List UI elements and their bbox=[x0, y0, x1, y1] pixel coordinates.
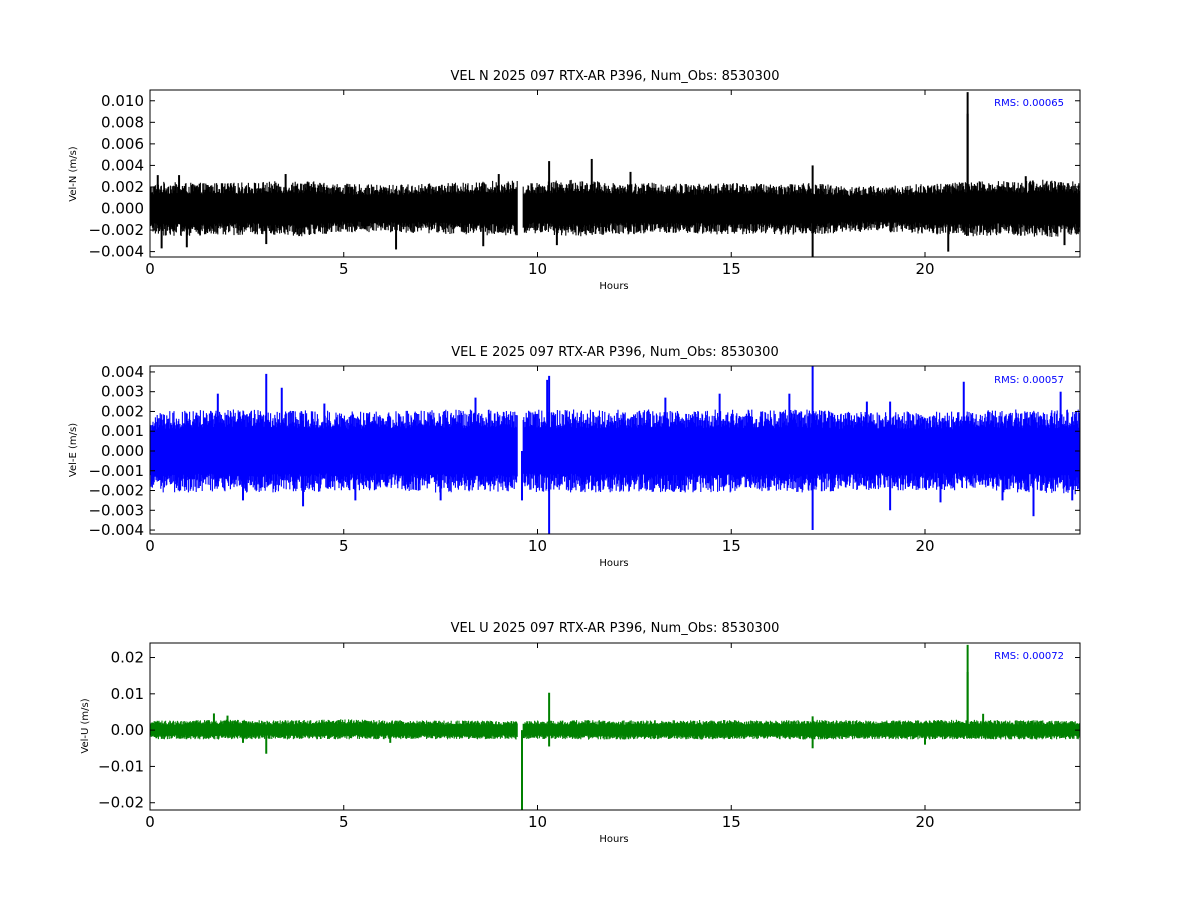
data-layer bbox=[150, 366, 1080, 534]
axes-frame bbox=[149, 89, 1081, 258]
x-tick-label: 5 bbox=[339, 537, 349, 555]
chart-title: VEL N 2025 097 RTX-AR P396, Num_Obs: 853… bbox=[451, 69, 780, 84]
y-tick-label: 0.01 bbox=[111, 685, 144, 703]
rms-annotation: RMS: 0.00065 bbox=[994, 98, 1064, 109]
y-tick-label: 0.006 bbox=[101, 135, 144, 153]
panel-vel-n: VEL N 2025 097 RTX-AR P396, Num_Obs: 853… bbox=[68, 69, 1081, 292]
x-axis-label: Hours bbox=[599, 834, 628, 845]
x-tick-label: 0 bbox=[145, 260, 155, 278]
y-tick-label: −0.01 bbox=[98, 757, 144, 775]
y-tick-label: 0.010 bbox=[101, 92, 144, 110]
y-tick-label: −0.004 bbox=[88, 243, 144, 261]
axes-frame bbox=[149, 365, 1081, 535]
data-layer bbox=[150, 644, 1080, 810]
y-tick-label: 0.003 bbox=[101, 383, 144, 401]
y-tick-label: 0.000 bbox=[101, 442, 144, 460]
y-tick-label: 0.004 bbox=[101, 156, 144, 174]
y-axis-label: Vel-U (m/s) bbox=[80, 698, 91, 753]
axes-frame bbox=[149, 642, 1081, 811]
x-tick-label: 10 bbox=[528, 537, 547, 555]
y-tick-label: −0.001 bbox=[88, 462, 144, 480]
x-tick-label: 10 bbox=[528, 813, 547, 831]
y-tick-label: −0.002 bbox=[88, 482, 144, 500]
x-axis-label: Hours bbox=[599, 558, 628, 569]
x-tick-label: 20 bbox=[915, 537, 934, 555]
x-tick-label: 20 bbox=[915, 260, 934, 278]
x-tick-label: 20 bbox=[915, 813, 934, 831]
y-axis-label: Vel-E (m/s) bbox=[68, 423, 79, 477]
y-tick-label: −0.004 bbox=[88, 521, 144, 539]
x-tick-label: 5 bbox=[339, 260, 349, 278]
y-tick-label: −0.003 bbox=[88, 501, 144, 519]
series-trace bbox=[150, 179, 1080, 237]
x-tick-label: 15 bbox=[722, 260, 741, 278]
series-trace bbox=[150, 719, 1080, 740]
y-tick-label: 0.008 bbox=[101, 113, 144, 131]
y-tick-label: 0.02 bbox=[111, 649, 144, 667]
plot-area: 0 5 10 15 20 0.02 0.01 0.00 −0.01 −0.02 bbox=[98, 642, 1081, 831]
y-tick-label: 0.002 bbox=[101, 178, 144, 196]
x-tick-label: 0 bbox=[145, 537, 155, 555]
y-tick-label: 0.00 bbox=[111, 721, 144, 739]
y-tick-label: −0.02 bbox=[98, 794, 144, 812]
x-tick-label: 15 bbox=[722, 813, 741, 831]
y-tick-label: 0.004 bbox=[101, 363, 144, 381]
y-tick-label: 0.002 bbox=[101, 402, 144, 420]
x-tick-label: 10 bbox=[528, 260, 547, 278]
rms-annotation: RMS: 0.00072 bbox=[994, 651, 1064, 662]
y-tick-label: −0.002 bbox=[88, 221, 144, 239]
x-tick-label: 5 bbox=[339, 813, 349, 831]
rms-annotation: RMS: 0.00057 bbox=[994, 375, 1064, 386]
chart-title: VEL U 2025 097 RTX-AR P396, Num_Obs: 853… bbox=[451, 621, 780, 636]
panel-vel-u: VEL U 2025 097 RTX-AR P396, Num_Obs: 853… bbox=[80, 621, 1081, 845]
x-tick-label: 15 bbox=[722, 537, 741, 555]
chart-title: VEL E 2025 097 RTX-AR P396, Num_Obs: 853… bbox=[451, 345, 778, 360]
x-tick-label: 0 bbox=[145, 813, 155, 831]
series-trace bbox=[150, 409, 1080, 495]
x-axis-label: Hours bbox=[599, 281, 628, 292]
y-tick-label: 0.000 bbox=[101, 200, 144, 218]
data-layer bbox=[150, 92, 1080, 257]
y-tick-label: 0.001 bbox=[101, 422, 144, 440]
plot-area: 0 5 10 15 20 0.010 0.008 0.006 0.004 0.002 0.000 −0… bbox=[88, 89, 1081, 278]
y-axis-label: Vel-N (m/s) bbox=[68, 146, 79, 201]
panel-vel-e: VEL E 2025 097 RTX-AR P396, Num_Obs: 853… bbox=[68, 345, 1081, 569]
